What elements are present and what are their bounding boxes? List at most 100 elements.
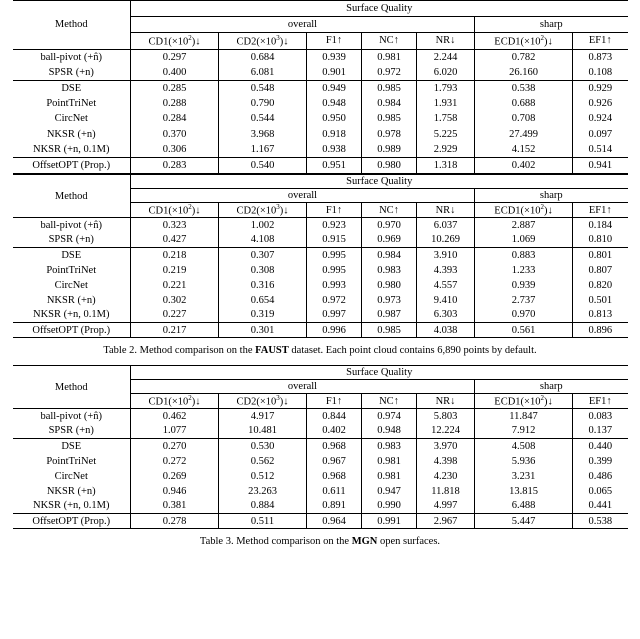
cell-ecd1: 4.508 bbox=[474, 438, 573, 454]
row-method: NKSR (+n) bbox=[46, 294, 96, 306]
cell-ecd1: 27.499 bbox=[474, 126, 573, 142]
cell-f1: 0.967 bbox=[306, 453, 362, 469]
cell-ecd1: 6.488 bbox=[474, 498, 573, 515]
cell-nc: 0.989 bbox=[361, 141, 417, 158]
row-method: NKSR (+n, 0.1M) bbox=[12, 307, 131, 324]
table-block-table3: Method Surface Quality overall sharp CD1(×10… bbox=[10, 365, 630, 530]
table-row: ball-pivot (+n̂) 0.462 4.917 0.844 0.974 5.80… bbox=[13, 408, 628, 424]
header-ecd1: ECD1(×102)↓ bbox=[474, 393, 573, 410]
header-nc: NC↑ bbox=[361, 393, 417, 410]
row-method: DSE bbox=[61, 440, 82, 452]
cell-nc: 0.970 bbox=[361, 217, 417, 233]
cell-cd2: 0.540 bbox=[218, 157, 307, 175]
cell-cd1: 0.227 bbox=[130, 307, 219, 324]
header-sharp: sharp bbox=[474, 379, 628, 395]
row-method: NKSR (+n) bbox=[46, 128, 96, 140]
cell-ef1: 0.820 bbox=[572, 277, 628, 293]
cell-nr: 1.931 bbox=[416, 96, 475, 112]
cell-cd1: 0.381 bbox=[130, 498, 219, 515]
cell-ecd1: 0.561 bbox=[474, 322, 573, 339]
cell-nc: 0.991 bbox=[361, 513, 417, 530]
cell-ecd1: 0.708 bbox=[474, 111, 573, 127]
cell-nr: 2.929 bbox=[416, 141, 475, 158]
header-cd1: CD1(×102)↓ bbox=[130, 393, 219, 410]
header-method: Method bbox=[12, 365, 131, 410]
header-ef1: EF1↑ bbox=[572, 32, 628, 50]
cell-nc: 0.987 bbox=[361, 307, 417, 324]
header-nr: NR↓ bbox=[416, 393, 475, 410]
cell-ecd1: 4.152 bbox=[474, 141, 573, 158]
cell-nc: 0.980 bbox=[361, 277, 417, 293]
cell-f1: 0.993 bbox=[306, 277, 362, 293]
cell-f1: 0.915 bbox=[306, 232, 362, 249]
cell-ecd1: 0.538 bbox=[474, 80, 573, 97]
cell-nr: 6.037 bbox=[416, 217, 475, 233]
cell-cd2: 0.548 bbox=[218, 80, 307, 97]
cell-nr: 2.244 bbox=[416, 49, 475, 65]
cell-cd1: 0.323 bbox=[130, 217, 219, 233]
cell-nc: 0.981 bbox=[361, 468, 417, 484]
cell-cd2: 10.481 bbox=[218, 423, 307, 440]
cell-cd2: 0.301 bbox=[218, 322, 307, 339]
cell-ecd1: 26.160 bbox=[474, 64, 573, 81]
cell-nr: 6.303 bbox=[416, 307, 475, 324]
cell-cd1: 0.400 bbox=[130, 64, 219, 81]
cell-nc: 0.984 bbox=[361, 247, 417, 263]
cell-nc: 0.969 bbox=[361, 232, 417, 249]
cell-ecd1: 13.815 bbox=[474, 483, 573, 499]
cell-f1: 0.402 bbox=[306, 423, 362, 440]
row-method: PointTriNet bbox=[46, 455, 97, 467]
cell-cd1: 0.219 bbox=[130, 262, 219, 278]
cell-cd1: 0.462 bbox=[130, 408, 219, 424]
header-ef1: EF1↑ bbox=[572, 393, 628, 410]
table-row: NKSR (+n, 0.1M) 0.227 0.319 0.997 0.987 6.303… bbox=[12, 307, 628, 324]
cell-cd2: 6.081 bbox=[218, 64, 307, 81]
table-block-table2: Method Surface Quality overall sharp CD1(×10… bbox=[10, 174, 630, 339]
cell-nc: 0.985 bbox=[361, 322, 417, 339]
cell-cd2: 1.002 bbox=[218, 217, 307, 233]
cell-nc: 0.972 bbox=[361, 64, 417, 81]
header-f1: F1↑ bbox=[306, 32, 362, 50]
row-method: OffsetOPT (Prop.) bbox=[12, 157, 131, 175]
cell-nr: 3.910 bbox=[416, 247, 475, 263]
cell-ef1: 0.896 bbox=[572, 322, 628, 339]
cell-nr: 4.230 bbox=[416, 468, 475, 484]
cell-ecd1: 0.688 bbox=[474, 96, 573, 112]
cell-cd1: 0.283 bbox=[130, 157, 219, 175]
header-cd2: CD2(×103)↓ bbox=[218, 393, 307, 410]
header-cd1: CD1(×102)↓ bbox=[130, 32, 219, 50]
cell-cd2: 23.263 bbox=[218, 483, 307, 499]
cell-nc: 0.948 bbox=[361, 423, 417, 440]
header-ecd1: ECD1(×102)↓ bbox=[474, 32, 573, 50]
cell-cd1: 0.370 bbox=[130, 126, 219, 142]
cell-ef1: 0.440 bbox=[572, 438, 628, 454]
row-method: SPSR (+n) bbox=[12, 64, 131, 81]
cell-ecd1: 2.887 bbox=[474, 217, 573, 233]
cell-f1: 0.997 bbox=[306, 307, 362, 324]
table-row: PointTriNet 0.272 0.562 0.967 0.981 4.398 5.93… bbox=[13, 453, 628, 469]
table-row: NKSR (+n) 0.302 0.654 0.972 0.973 9.410 2.737 0… bbox=[13, 292, 628, 308]
header-sharp: sharp bbox=[474, 16, 628, 34]
cell-cd1: 0.217 bbox=[130, 322, 219, 339]
row-method: CircNet bbox=[54, 279, 88, 291]
table-row: SPSR (+n) 1.077 10.481 0.402 0.948 12.224 7.91… bbox=[12, 423, 628, 440]
cell-nc: 0.981 bbox=[361, 49, 417, 65]
header-f1: F1↑ bbox=[306, 202, 362, 219]
cell-cd1: 0.284 bbox=[130, 111, 219, 127]
cell-ef1: 0.813 bbox=[572, 307, 628, 324]
cell-cd2: 0.790 bbox=[218, 96, 307, 112]
table-row: CircNet 0.284 0.544 0.950 0.985 1.758 0.708 0.9… bbox=[13, 111, 628, 127]
header-surface-quality: Surface Quality bbox=[130, 0, 628, 18]
table-row: NKSR (+n) 0.370 3.968 0.918 0.978 5.225 27.499… bbox=[13, 126, 628, 142]
cell-cd2: 0.562 bbox=[218, 453, 307, 469]
cell-cd1: 0.278 bbox=[130, 513, 219, 530]
cell-f1: 0.918 bbox=[306, 126, 362, 142]
header-nr: NR↓ bbox=[416, 202, 475, 219]
row-method: CircNet bbox=[54, 113, 88, 125]
cell-ef1: 0.873 bbox=[572, 49, 628, 65]
cell-ecd1: 0.970 bbox=[474, 307, 573, 324]
cell-cd2: 3.968 bbox=[218, 126, 307, 142]
header-nr: NR↓ bbox=[416, 32, 475, 50]
table-row: ball-pivot (+n̂) 0.323 1.002 0.923 0.970 6.03… bbox=[13, 217, 628, 233]
